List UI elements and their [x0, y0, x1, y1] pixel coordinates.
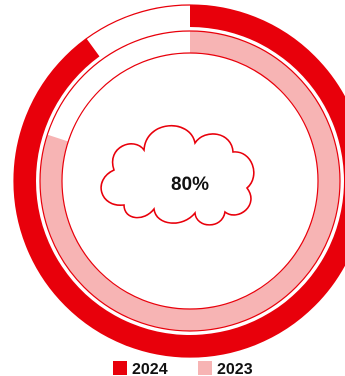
ring-outline-middle [39, 30, 341, 332]
rings-group [13, 4, 345, 358]
cloud-icon [100, 125, 255, 226]
ring-outline-outer [13, 4, 345, 358]
legend-swatch-2023 [198, 361, 212, 375]
legend-swatch-2024 [113, 361, 127, 375]
legend-label-2024: 2024 [132, 361, 168, 376]
ring-outline-inner [61, 52, 319, 310]
center-value-label: 80% [171, 174, 209, 195]
legend: 2024 2023 [113, 361, 253, 376]
legend-label-2023: 2023 [217, 361, 253, 376]
